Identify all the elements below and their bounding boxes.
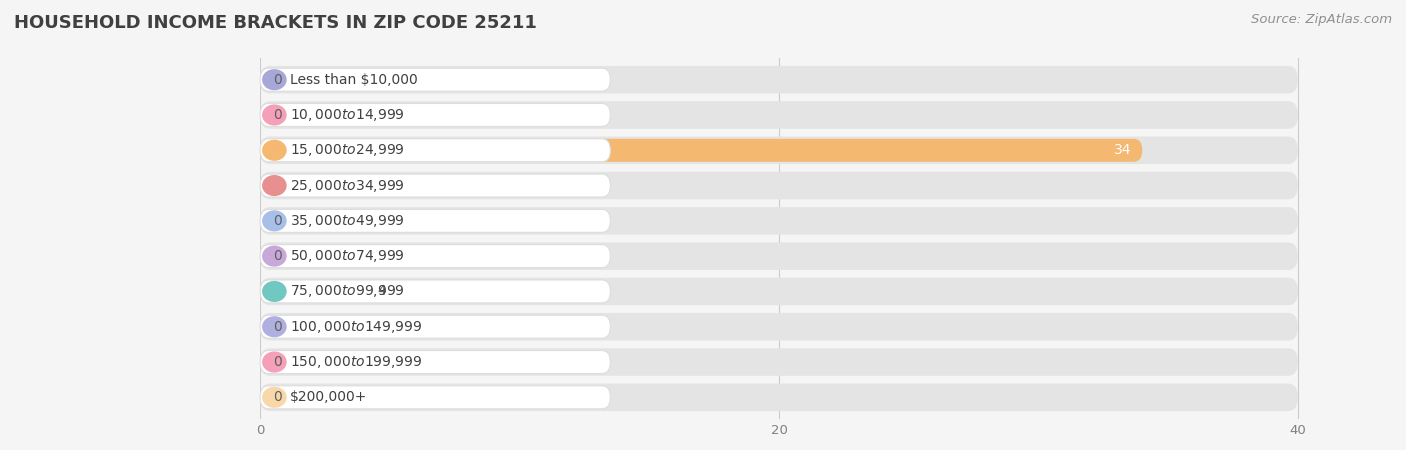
Text: $100,000 to $149,999: $100,000 to $149,999 — [290, 319, 422, 335]
Text: 0: 0 — [273, 390, 281, 404]
FancyBboxPatch shape — [260, 351, 610, 374]
Text: 34: 34 — [1115, 143, 1132, 157]
Ellipse shape — [262, 351, 287, 373]
FancyBboxPatch shape — [260, 104, 610, 126]
Ellipse shape — [262, 316, 287, 338]
Text: 0: 0 — [273, 320, 281, 334]
Text: Less than $10,000: Less than $10,000 — [290, 73, 418, 87]
FancyBboxPatch shape — [260, 245, 610, 268]
FancyBboxPatch shape — [260, 383, 1298, 411]
FancyBboxPatch shape — [260, 174, 598, 197]
FancyBboxPatch shape — [260, 386, 610, 409]
FancyBboxPatch shape — [260, 101, 1298, 129]
FancyBboxPatch shape — [260, 68, 610, 91]
Ellipse shape — [262, 69, 287, 90]
Text: $10,000 to $14,999: $10,000 to $14,999 — [290, 107, 405, 123]
Text: 0: 0 — [273, 249, 281, 263]
FancyBboxPatch shape — [260, 209, 610, 232]
Ellipse shape — [262, 281, 287, 302]
FancyBboxPatch shape — [260, 174, 610, 197]
Text: 0: 0 — [273, 73, 281, 87]
Text: $150,000 to $199,999: $150,000 to $199,999 — [290, 354, 422, 370]
FancyBboxPatch shape — [260, 280, 610, 303]
Text: HOUSEHOLD INCOME BRACKETS IN ZIP CODE 25211: HOUSEHOLD INCOME BRACKETS IN ZIP CODE 25… — [14, 14, 537, 32]
FancyBboxPatch shape — [260, 315, 610, 338]
FancyBboxPatch shape — [260, 278, 1298, 305]
Ellipse shape — [262, 140, 287, 161]
Ellipse shape — [262, 387, 287, 408]
FancyBboxPatch shape — [260, 139, 1142, 162]
FancyBboxPatch shape — [260, 139, 610, 162]
Text: 0: 0 — [273, 355, 281, 369]
Text: $25,000 to $34,999: $25,000 to $34,999 — [290, 178, 405, 194]
FancyBboxPatch shape — [260, 207, 1298, 234]
Text: Source: ZipAtlas.com: Source: ZipAtlas.com — [1251, 14, 1392, 27]
Text: $35,000 to $49,999: $35,000 to $49,999 — [290, 213, 405, 229]
Ellipse shape — [262, 246, 287, 267]
Text: $75,000 to $99,999: $75,000 to $99,999 — [290, 284, 405, 299]
Text: $50,000 to $74,999: $50,000 to $74,999 — [290, 248, 405, 264]
FancyBboxPatch shape — [260, 66, 1298, 94]
Text: 0: 0 — [273, 214, 281, 228]
Ellipse shape — [262, 104, 287, 126]
Text: $15,000 to $24,999: $15,000 to $24,999 — [290, 142, 405, 158]
Text: 13: 13 — [569, 179, 588, 193]
Text: $200,000+: $200,000+ — [290, 390, 367, 404]
FancyBboxPatch shape — [260, 243, 1298, 270]
FancyBboxPatch shape — [260, 348, 1298, 376]
Text: 0: 0 — [273, 108, 281, 122]
Ellipse shape — [262, 210, 287, 231]
FancyBboxPatch shape — [260, 172, 1298, 199]
FancyBboxPatch shape — [260, 313, 1298, 341]
Text: 4: 4 — [377, 284, 385, 298]
Ellipse shape — [262, 175, 287, 196]
FancyBboxPatch shape — [260, 280, 364, 303]
FancyBboxPatch shape — [260, 136, 1298, 164]
